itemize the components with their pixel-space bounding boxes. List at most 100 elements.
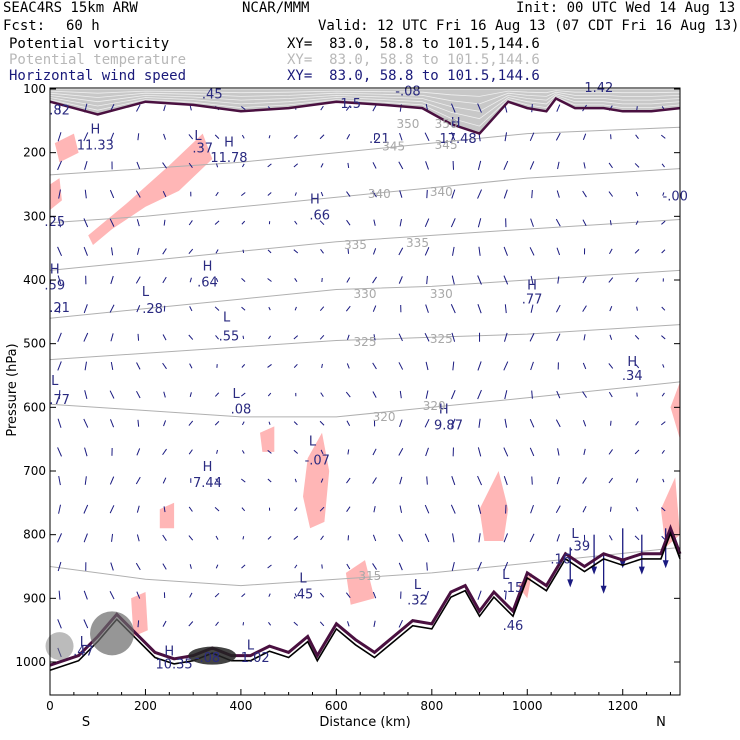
wind-vector-371 [583, 162, 586, 169]
wind-vector-324 [503, 246, 508, 256]
extremum-label-26: H [627, 355, 637, 370]
wind-vector-430 [662, 478, 665, 483]
wind-vector-330 [504, 418, 508, 428]
wind-vector-201 [319, 420, 325, 426]
wind-vector-402 [635, 134, 639, 140]
theta-label-1: 350 [435, 117, 458, 131]
wind-vector-207 [319, 592, 325, 598]
terrain-line [49, 531, 681, 672]
wind-vector-406 [634, 249, 640, 254]
theta-label-7: 335 [406, 236, 429, 250]
wind-vector-297 [451, 475, 456, 486]
extremum-label-32: H [439, 403, 449, 418]
wind-vector-347 [531, 390, 533, 399]
wind-vector-194 [319, 220, 325, 226]
wind-vector-343 [530, 275, 534, 285]
wind-vector-86 [163, 391, 166, 398]
extrema-labels-layer: H11.33L.37 H11.78H17.48.21H.66.82.45-.00.… [44, 81, 687, 672]
extremum-label-11: .82 [49, 103, 70, 118]
stratosphere-shading-layer [49, 88, 681, 134]
extremum-label-17: H [50, 263, 60, 278]
wind-vector-230 [372, 162, 377, 169]
wind-vector-67 [136, 390, 141, 399]
extremum-label-53: 1.02 [241, 651, 270, 666]
wind-vector-283 [425, 590, 429, 600]
wind-vector-76 [163, 105, 166, 112]
wind-vector-313 [477, 447, 482, 457]
wind-vector-96 [188, 134, 194, 140]
wind-vector-334 [503, 533, 508, 543]
x-tick-label-3: 600 [325, 699, 348, 713]
wind-vector-220 [346, 420, 351, 426]
wind-vector-307 [477, 275, 482, 285]
wind-vector-267 [424, 132, 430, 142]
wind-vector-259 [398, 448, 404, 456]
wind-vector-388 [608, 191, 614, 197]
wind-vector-278 [425, 447, 429, 457]
wind-vector-212 [346, 191, 351, 197]
y-tick-label-9: 1000 [15, 655, 46, 669]
wind-arrowhead-4 [662, 560, 669, 569]
wind-vector-184 [294, 478, 297, 483]
pv-region-9 [159, 502, 175, 529]
wind-vector-273 [425, 304, 429, 313]
wind-vector-352 [529, 533, 535, 543]
wind-vector-249 [398, 161, 404, 170]
wind-vector-66 [136, 362, 141, 370]
wind-vector-363 [556, 390, 561, 399]
theta-label-11: 325 [430, 332, 453, 346]
wind-vector-346 [530, 361, 534, 371]
wind-vector-158 [267, 278, 272, 282]
wind-vector-149 [241, 564, 246, 569]
extremum-label-54: -.08 [195, 651, 220, 666]
wind-vector-311 [477, 389, 482, 400]
x-tick-label-5: 1000 [512, 699, 543, 713]
wind-vector-7 [58, 304, 61, 314]
pv-region-4 [260, 426, 275, 452]
wind-vector-280 [424, 504, 430, 514]
wind-vector-186 [293, 535, 299, 540]
strat-hatch-4 [49, 94, 681, 120]
wind-vector-88 [162, 448, 167, 456]
wind-vector-242 [373, 506, 376, 513]
wind-vector-138 [242, 249, 245, 254]
extremum-label-51: 10.35 [155, 657, 192, 672]
wind-arrowhead-5 [600, 585, 607, 594]
wind-vector-424 [661, 306, 666, 311]
wind-vector-353 [556, 104, 561, 112]
wind-vector-344 [530, 304, 534, 313]
wind-vector-48 [110, 361, 114, 370]
valid-time: Valid: 12 UTC Fri 16 Aug 13 (07 CDT Fri … [318, 18, 740, 34]
wind-vector-336 [504, 590, 507, 600]
wind-vector-223 [346, 506, 351, 512]
wind-vector-23 [84, 189, 87, 199]
wind-vector-216 [345, 305, 351, 312]
wind-vector-38 [83, 619, 89, 629]
pv-region-2 [50, 178, 62, 210]
wind-vector-64 [136, 305, 141, 313]
wind-vector-142 [241, 364, 246, 368]
wind-vector-29 [84, 361, 87, 371]
wind-vector-173 [293, 163, 299, 168]
wind-vector-405 [635, 220, 639, 225]
wind-vector-391 [608, 277, 614, 283]
wind-vector-31 [83, 418, 89, 428]
wind-vector-393 [609, 334, 613, 340]
fcst-value: 60 h [66, 18, 100, 34]
wind-vector-118 [214, 220, 220, 225]
tropopause-layer [49, 96, 681, 136]
wind-vector-124 [214, 392, 220, 397]
pv-region-7 [670, 381, 680, 440]
wind-vector-252 [398, 247, 404, 256]
wind-vector-159 [268, 306, 271, 311]
field-name-theta: Potential temperature [9, 52, 187, 68]
theta-contour-335 [49, 219, 681, 271]
wind-vector-354 [555, 132, 561, 141]
y-tick-label-6: 700 [23, 464, 46, 478]
wind-vector-366 [556, 476, 560, 485]
wind-vector-274 [424, 332, 430, 342]
wind-vector-147 [241, 507, 246, 512]
extremum-label-20: .28 [142, 302, 163, 317]
terrain-pv-contour [49, 524, 682, 667]
wind-vector-367 [555, 505, 561, 514]
